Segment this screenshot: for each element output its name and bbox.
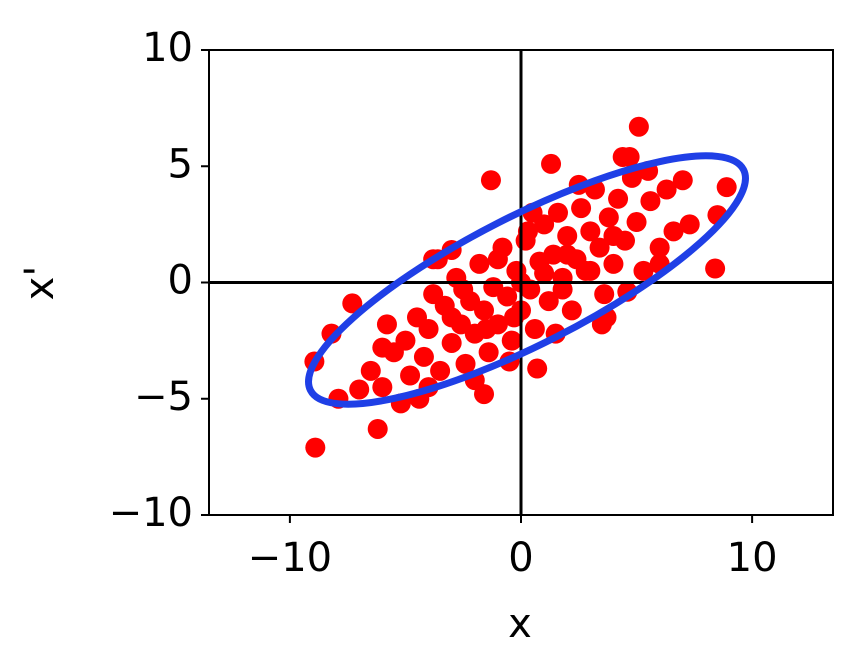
point — [538, 291, 559, 312]
point — [543, 244, 564, 265]
point — [608, 188, 629, 209]
point — [561, 300, 582, 321]
point — [571, 198, 592, 219]
point — [594, 284, 615, 305]
point — [663, 221, 684, 242]
x-tick-label: −10 — [248, 535, 332, 581]
point — [480, 170, 501, 191]
plot-area — [209, 50, 833, 515]
point — [603, 226, 624, 246]
point — [400, 365, 421, 386]
point — [589, 237, 610, 258]
point — [430, 360, 451, 381]
y-tick-label: 10 — [142, 25, 193, 71]
point — [305, 437, 326, 458]
point — [640, 191, 661, 212]
point — [626, 212, 647, 233]
point — [418, 319, 439, 339]
point — [557, 226, 578, 246]
point — [580, 221, 601, 242]
point — [591, 314, 612, 335]
point — [441, 332, 462, 353]
point — [580, 260, 601, 281]
point — [524, 319, 545, 339]
point — [376, 314, 397, 335]
point — [372, 377, 393, 398]
point — [552, 279, 573, 300]
point — [628, 116, 649, 137]
point — [441, 307, 462, 328]
point — [497, 286, 518, 307]
point — [557, 244, 578, 265]
point — [612, 146, 633, 167]
point — [413, 346, 434, 367]
y-axis-label: x' — [17, 266, 63, 301]
x-tick-label: 10 — [727, 535, 778, 581]
point — [633, 260, 654, 281]
y-tick-label: 0 — [168, 258, 193, 304]
point — [469, 253, 490, 274]
point — [716, 177, 737, 198]
point — [527, 358, 548, 379]
point — [360, 360, 381, 381]
point — [372, 337, 393, 358]
point — [656, 179, 677, 200]
point — [547, 202, 568, 223]
point — [455, 353, 476, 374]
point — [349, 379, 370, 400]
point — [598, 207, 619, 228]
x-tick-label: 0 — [508, 535, 533, 581]
point — [395, 330, 416, 351]
point — [453, 279, 474, 300]
point — [342, 293, 363, 314]
point — [534, 263, 555, 284]
point — [504, 307, 525, 328]
y-tick-label: −10 — [109, 490, 193, 536]
point — [541, 153, 562, 174]
y-tick-label: −5 — [134, 374, 193, 420]
point — [679, 214, 700, 235]
point — [501, 330, 522, 351]
point — [705, 258, 726, 279]
point — [603, 253, 624, 274]
point — [478, 342, 499, 363]
point — [649, 237, 670, 258]
highlight-ellipse — [305, 152, 749, 408]
point — [672, 170, 693, 191]
y-tick-label: 5 — [168, 141, 193, 187]
point — [476, 319, 497, 339]
point — [367, 418, 388, 439]
point — [487, 249, 508, 270]
point — [517, 221, 538, 242]
point — [474, 300, 495, 321]
x-axis-label: x — [508, 601, 532, 647]
